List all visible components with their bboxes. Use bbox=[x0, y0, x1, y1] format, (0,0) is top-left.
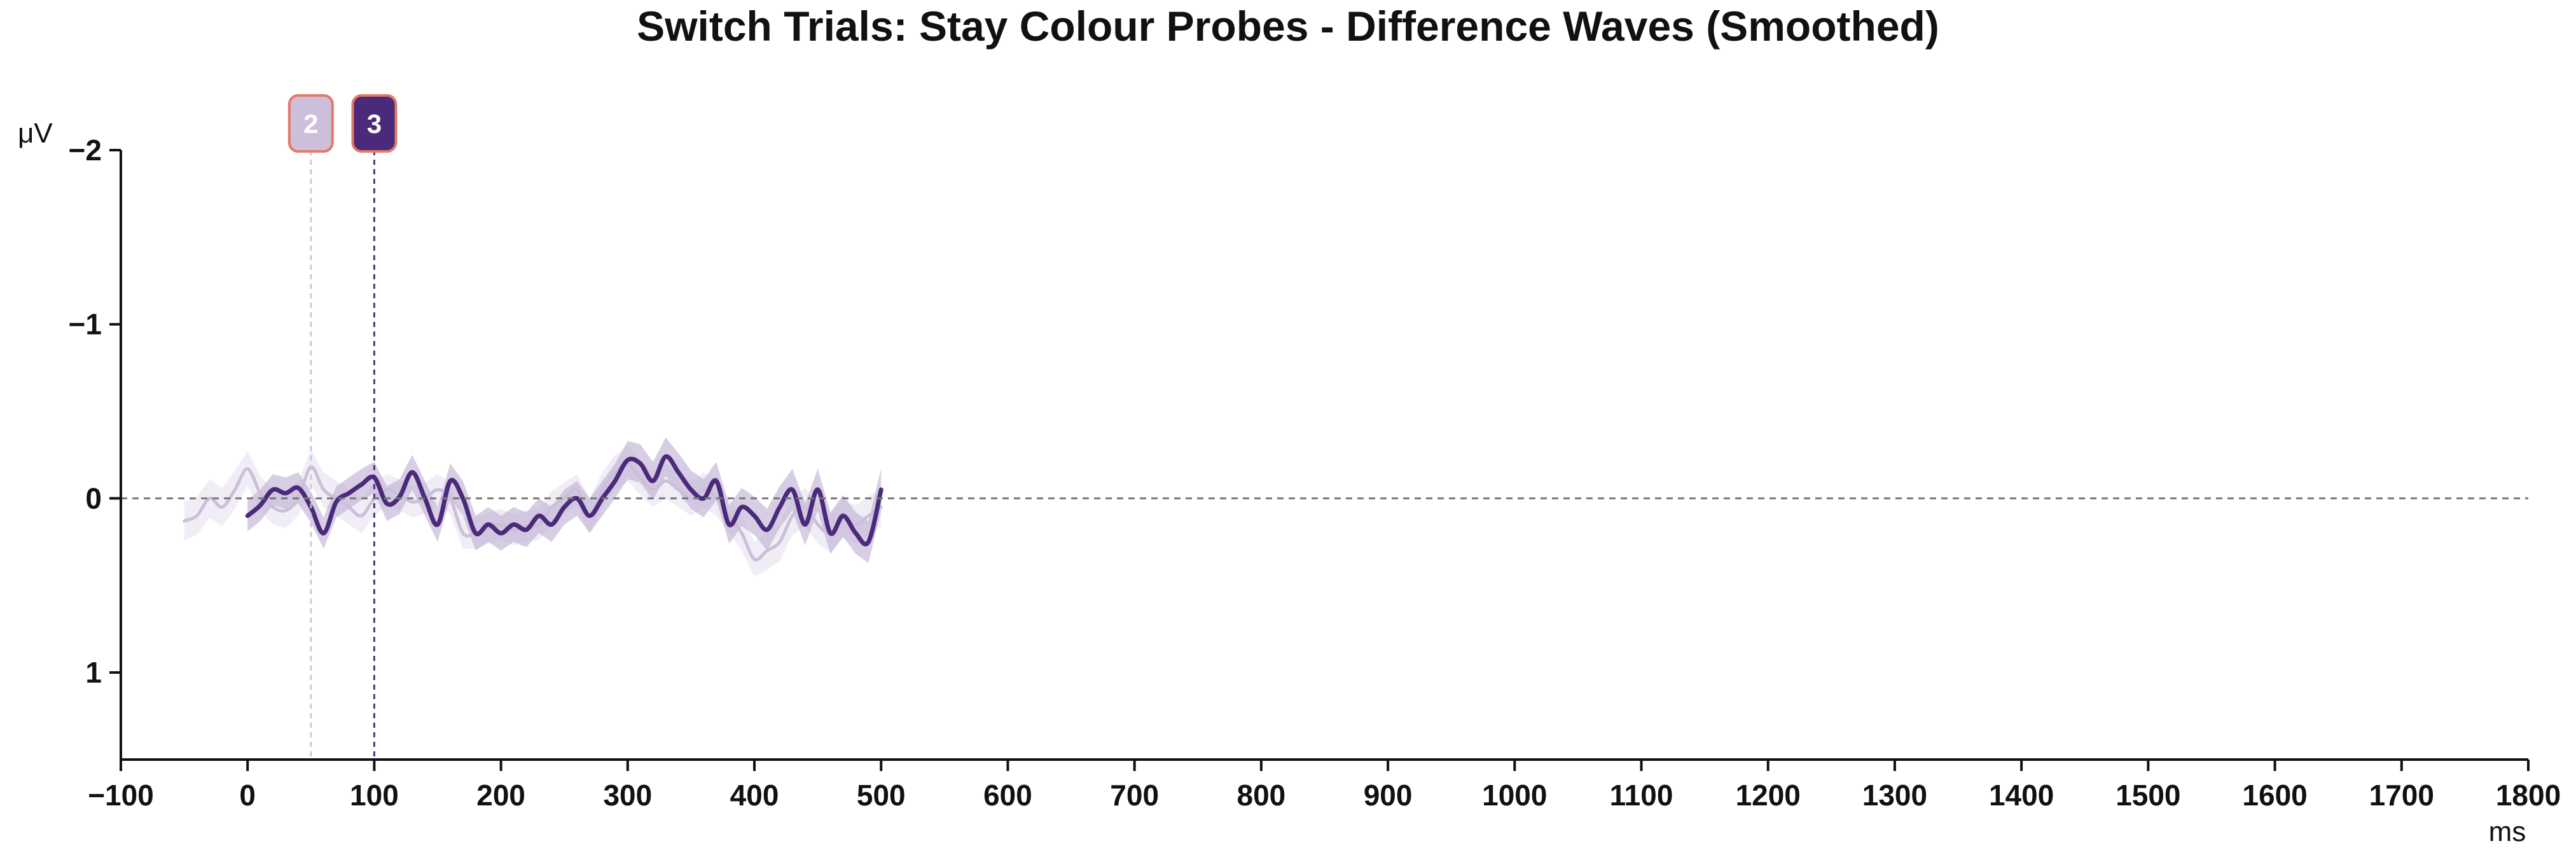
confidence-bands bbox=[184, 437, 882, 577]
x-tick-label-16: 1500 bbox=[2116, 779, 2180, 812]
x-tick-label-3: 200 bbox=[476, 779, 525, 812]
x-tick-label-4: 300 bbox=[603, 779, 652, 812]
y-axis-label: μV bbox=[18, 118, 53, 149]
x-tick-label-14: 1300 bbox=[1862, 779, 1927, 812]
chart-layer: Switch Trials: Stay Colour Probes - Diff… bbox=[18, 3, 2561, 847]
x-tick-label-12: 1100 bbox=[1610, 779, 1673, 812]
x-tick-label-8: 700 bbox=[1110, 779, 1159, 812]
series-line-3 bbox=[245, 454, 883, 546]
x-tick-label-18: 1700 bbox=[2369, 779, 2434, 812]
marker-label-2: 2 bbox=[303, 109, 318, 139]
x-tick-label-5: 400 bbox=[730, 779, 779, 812]
x-tick-label-0: −100 bbox=[88, 779, 154, 812]
x-tick-label-13: 1200 bbox=[1736, 779, 1801, 812]
x-tick-label-17: 1600 bbox=[2242, 779, 2307, 812]
x-tick-label-10: 900 bbox=[1364, 779, 1413, 812]
x-tick-label-6: 500 bbox=[857, 779, 906, 812]
marker-badge-3 bbox=[351, 94, 398, 153]
x-axis-label: ms bbox=[2489, 816, 2526, 847]
axes: −100 0 100 200 300 400 500 600 700 800 900 1000 1100… bbox=[69, 134, 2561, 812]
y-tick-label-0: −2 bbox=[69, 134, 102, 167]
y-tick-label-2: 0 bbox=[85, 482, 102, 515]
chart-title: Switch Trials: Stay Colour Probes - Diff… bbox=[637, 3, 1939, 50]
x-tick-label-7: 600 bbox=[983, 779, 1032, 812]
series-lines bbox=[183, 454, 883, 562]
x-tick-label-11: 1000 bbox=[1482, 779, 1547, 812]
x-tick-label-2: 100 bbox=[350, 779, 399, 812]
x-tick-label-15: 1400 bbox=[1989, 779, 2054, 812]
y-tick-label-3: 1 bbox=[85, 656, 102, 689]
marker-badge-2 bbox=[287, 94, 334, 153]
x-tick-label-19: 1800 bbox=[2496, 779, 2561, 812]
marker-label-3: 3 bbox=[367, 109, 382, 139]
y-tick-label-1: −1 bbox=[69, 308, 102, 341]
x-tick-label-1: 0 bbox=[239, 779, 256, 812]
x-tick-label-9: 800 bbox=[1237, 779, 1286, 812]
